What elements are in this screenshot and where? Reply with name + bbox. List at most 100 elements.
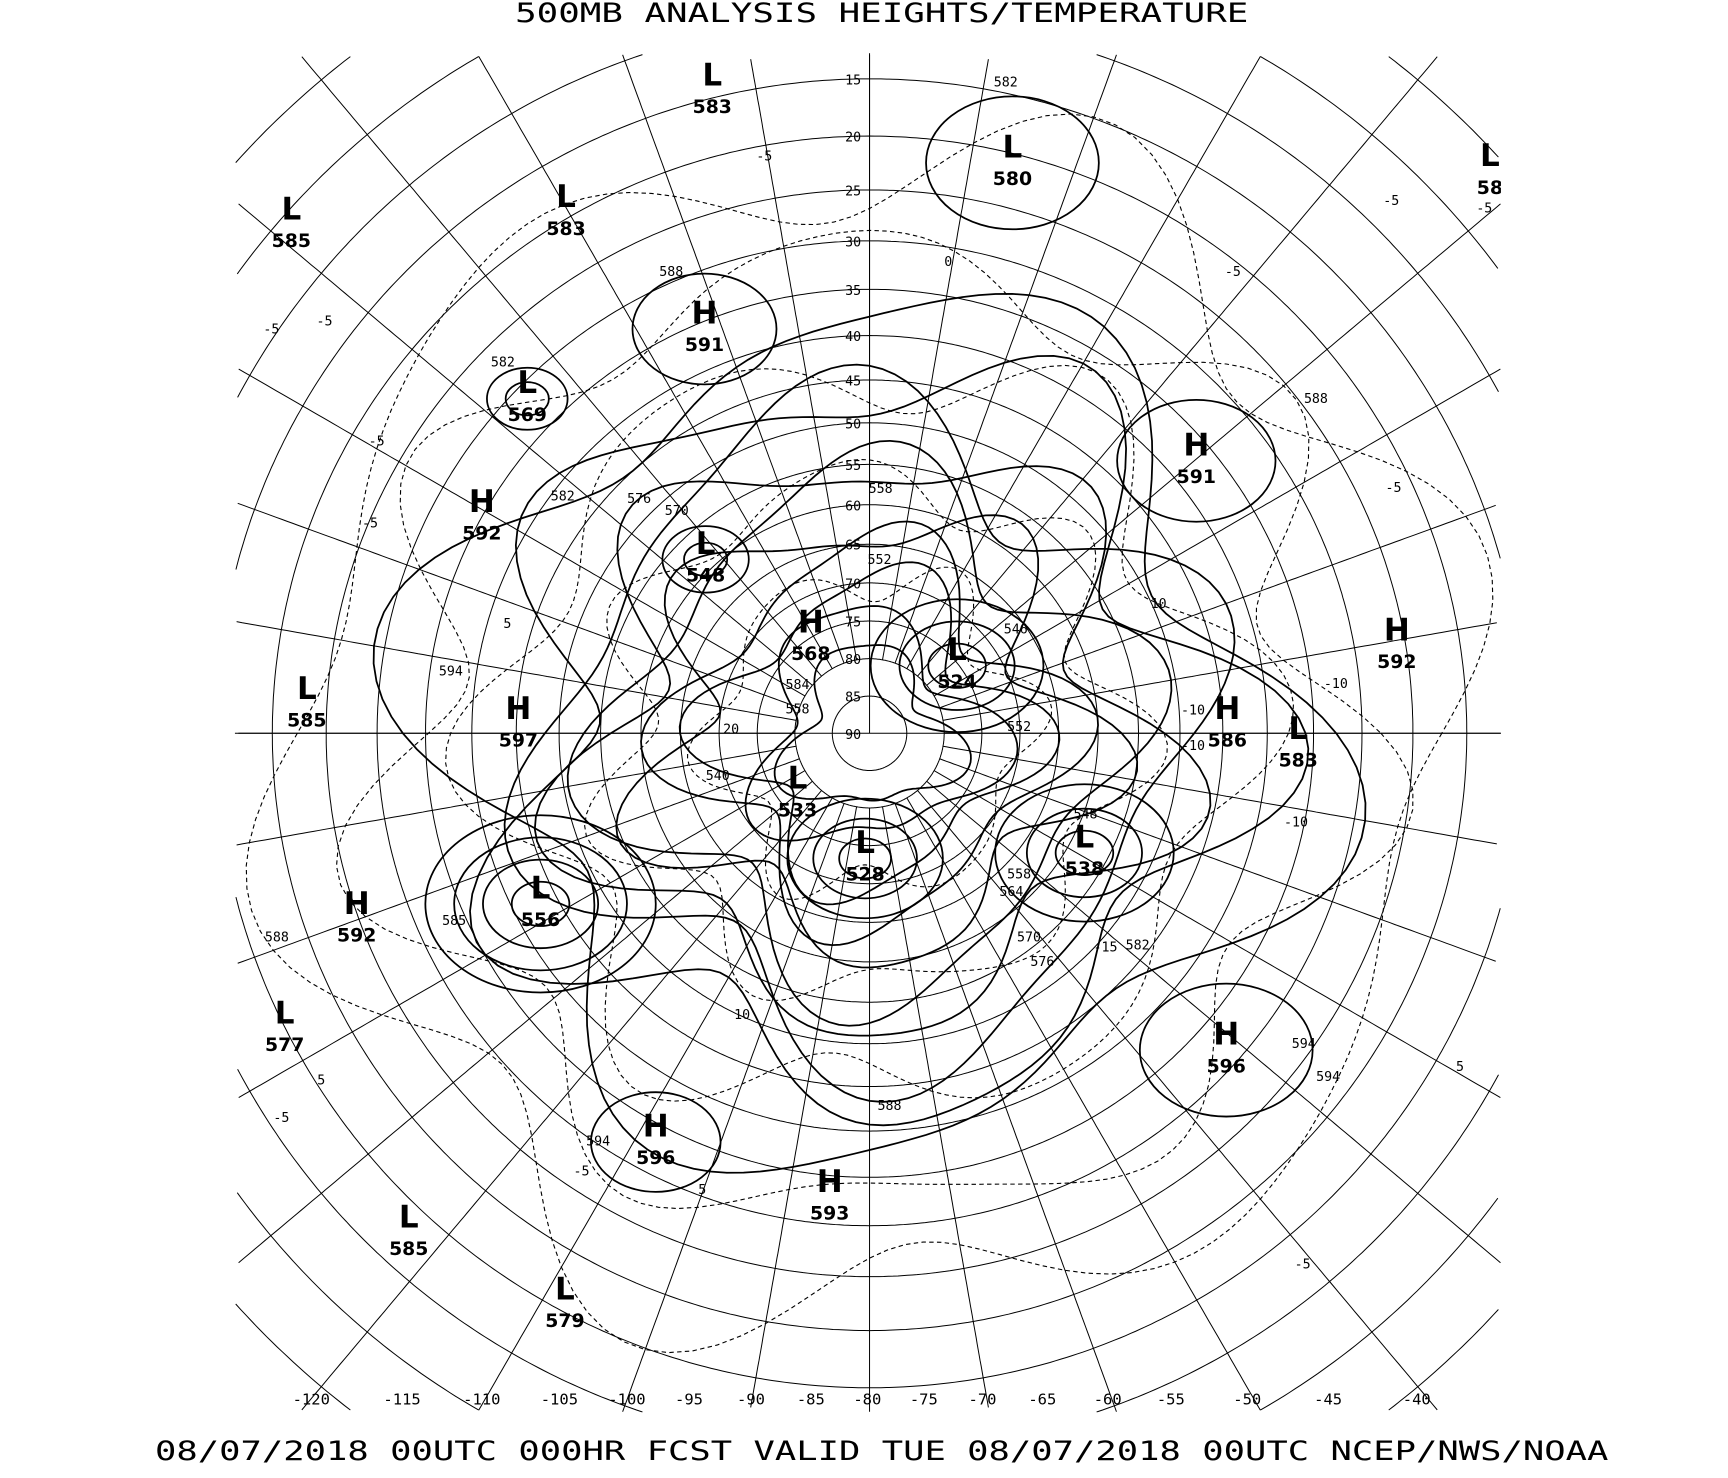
meridian-line — [894, 803, 1117, 1412]
height-contour-label: 594 — [586, 1134, 610, 1149]
low-pressure-center: L 583 — [693, 57, 732, 118]
longitude-label: -65 — [1028, 1391, 1056, 1409]
longitude-label: -90 — [737, 1391, 765, 1409]
longitude-label: -75 — [910, 1391, 938, 1409]
temperature-contour-label: -5 — [1476, 202, 1492, 217]
temperature-contour-label: -5 — [1383, 194, 1399, 209]
center-type: L — [517, 365, 537, 401]
center-type: L — [531, 870, 551, 906]
temperature-contour-label: 5 — [698, 1183, 706, 1198]
closed-contour — [869, 598, 1045, 734]
center-type: L — [947, 632, 967, 668]
height-contour-label: 558 — [869, 482, 893, 497]
low-pressure-center: L 577 — [265, 996, 304, 1057]
high-pressure-center: H 592 — [462, 484, 501, 545]
height-contour-label: 582 — [994, 75, 1018, 90]
longitude-label: -40 — [1403, 1391, 1431, 1409]
center-value: 597 — [499, 731, 538, 752]
temperature-contour-label: 5 — [1456, 1060, 1464, 1075]
height-contour-label: 594 — [1292, 1037, 1316, 1052]
temperature-contour-label: -5 — [1385, 481, 1401, 496]
center-value: 586 — [1208, 731, 1247, 752]
meridian-line — [238, 770, 806, 1098]
high-pressure-center: H 568 — [791, 604, 830, 665]
center-type: H — [1214, 691, 1240, 727]
low-pressure-center: L 58 — [1477, 138, 1501, 199]
center-type: L — [297, 671, 317, 707]
low-pressure-center: L 569 — [508, 365, 547, 426]
center-type: L — [556, 179, 576, 215]
meridian-line — [882, 59, 989, 660]
map-footer: 08/07/2018 00UTC 000HR FCST VALID TUE 08… — [155, 1436, 1608, 1467]
center-type: H — [469, 484, 495, 520]
low-pressure-center: L 528 — [845, 825, 884, 886]
latitude-label: 20 — [845, 131, 861, 146]
center-value: 585 — [287, 711, 326, 732]
height-contour — [640, 520, 1099, 946]
center-value: 538 — [1065, 859, 1104, 880]
temperature-contour-label: -10 — [1181, 739, 1205, 754]
closed-contour — [683, 541, 729, 577]
latitude-label: 50 — [845, 417, 861, 432]
temperature-contour-label: 20 — [723, 722, 739, 737]
closed-contour — [786, 797, 944, 920]
meridian-line — [622, 803, 845, 1412]
center-value: 577 — [265, 1035, 304, 1056]
meridian-line — [926, 780, 1501, 1264]
height-contour-label: 588 — [1304, 392, 1328, 407]
height-contour-label: 576 — [627, 492, 651, 507]
center-type: L — [1075, 819, 1095, 855]
meridian-line — [926, 203, 1501, 686]
height-contour-label: 570 — [1017, 931, 1041, 946]
height-contour-label: 588 — [659, 265, 683, 280]
center-type: H — [817, 1164, 843, 1200]
height-contour-label: 594 — [1316, 1070, 1340, 1085]
longitude-label: -120 — [293, 1391, 330, 1409]
center-value: 585 — [389, 1239, 428, 1260]
height-contour-label: 582 — [491, 356, 515, 371]
temperature-contour-label: 5 — [317, 1073, 325, 1088]
longitude-label: -115 — [383, 1391, 420, 1409]
center-type: L — [702, 57, 722, 93]
high-pressure-center: H 591 — [1177, 427, 1216, 488]
temperature-contour-label: -5 — [317, 315, 333, 330]
center-type: L — [788, 761, 808, 797]
closed-contour — [927, 642, 987, 689]
height-contour-label: 546 — [1004, 623, 1028, 638]
closed-contour — [590, 1091, 722, 1193]
meridian-line — [933, 368, 1501, 697]
height-contour — [615, 514, 1139, 969]
height-contour-label: 582 — [1126, 938, 1150, 953]
temperature-contours — [245, 113, 1494, 1354]
closed-contour — [1138, 982, 1314, 1118]
map-title: 500MB ANALYSIS HEIGHTS/TEMPERATURE — [515, 0, 1248, 29]
meridian-line — [942, 745, 1497, 845]
longitude-labels: -120 -115 -110 -105 -100 -95 -90 -85 -80 -75 -70 -6… — [293, 1391, 1431, 1409]
meridian-line — [933, 770, 1501, 1098]
longitude-label: -55 — [1157, 1391, 1185, 1409]
low-pressure-center: L 548 — [686, 526, 725, 587]
center-type: L — [1480, 138, 1500, 174]
center-type: H — [505, 691, 531, 727]
center-value: 579 — [545, 1311, 584, 1332]
lat-lon-grid — [234, 53, 1501, 1413]
meridian-line — [906, 56, 1261, 669]
temperature-contour-label: -5 — [369, 434, 385, 449]
low-pressure-center: L 583 — [546, 179, 585, 240]
center-type: L — [1288, 711, 1308, 747]
low-pressure-center: L 533 — [778, 761, 817, 822]
center-value: 596 — [636, 1148, 675, 1169]
center-value: 583 — [1279, 751, 1318, 772]
height-contour-label: 548 — [1074, 808, 1098, 823]
meridian-line — [237, 502, 800, 709]
low-pressure-center: L 556 — [521, 870, 560, 931]
center-value: 569 — [508, 405, 547, 426]
temperature-contour-label: -5 — [1295, 1257, 1311, 1272]
latitude-label: 60 — [845, 499, 861, 514]
height-contour-label: 582 — [551, 490, 575, 505]
latitude-label: 90 — [845, 728, 861, 743]
meridian-line — [906, 797, 1261, 1411]
temperature-contour-label: -5 — [1225, 265, 1241, 280]
low-pressure-center: L 580 — [993, 129, 1032, 190]
